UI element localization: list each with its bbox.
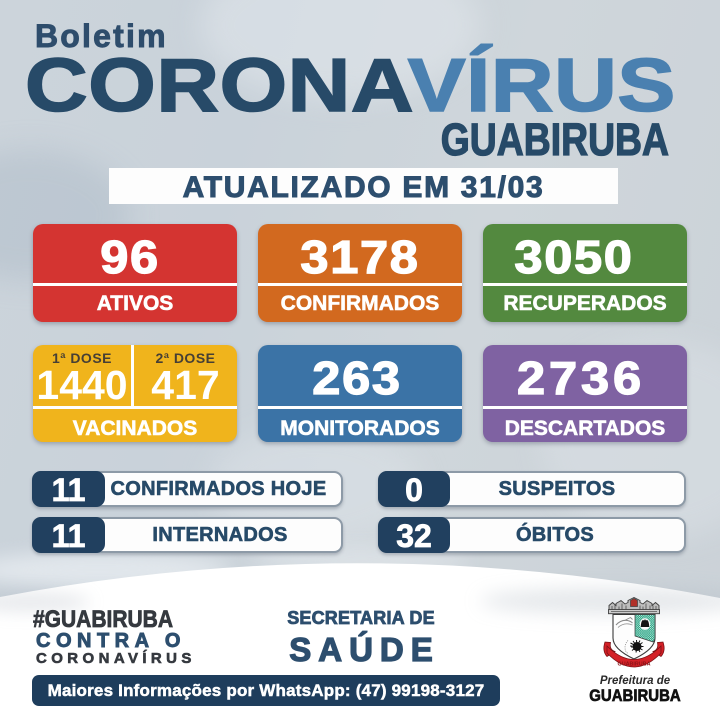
svg-text:GUABIRUBA: GUABIRUBA [618,662,651,668]
